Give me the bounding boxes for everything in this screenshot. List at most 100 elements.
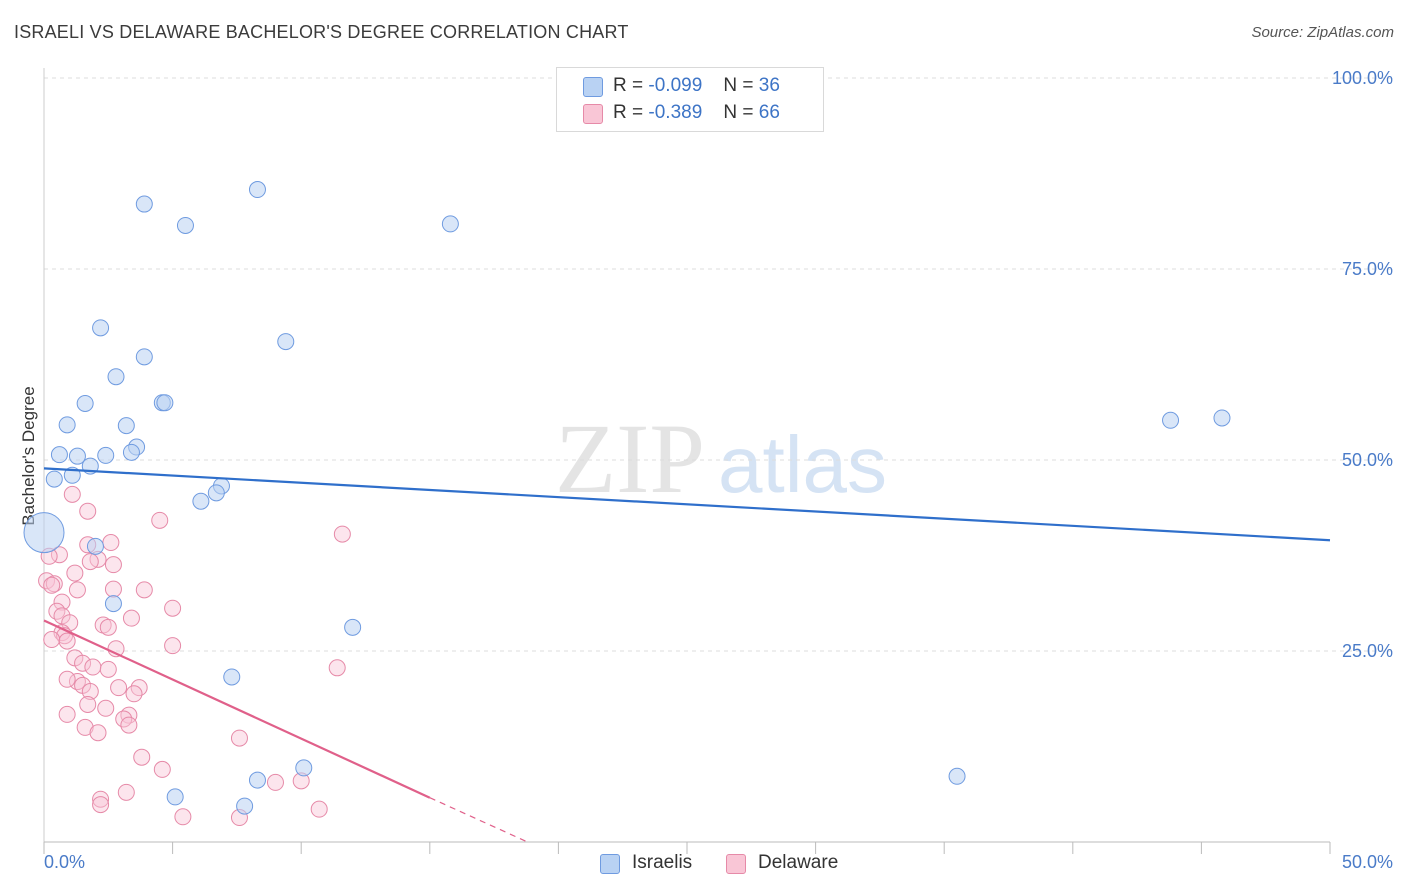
n-label: N =: [723, 75, 754, 96]
israelis-point-35: [236, 797, 254, 815]
delaware-point-50: [76, 718, 94, 736]
stats-legend: R = -0.099 N = 36 R = -0.389 N = 66: [556, 67, 824, 132]
delaware-point-29: [58, 632, 76, 650]
delaware-point-16: [104, 580, 122, 598]
delaware-point-25: [99, 618, 117, 636]
israelis-point-32: [948, 767, 966, 785]
delaware-point-17: [135, 581, 153, 599]
legend-text-delaware: R = -0.389 N = 66: [613, 102, 780, 124]
delaware-point-39: [110, 679, 128, 697]
r-label: R =: [613, 75, 644, 96]
tick-labels: 25.0% 50.0% 75.0% 100.0% 0.0% 50.0%: [44, 68, 1393, 872]
delaware-legend-swatch: [726, 854, 746, 874]
israelis-point-33: [248, 771, 266, 789]
israelis-point-1: [248, 181, 266, 199]
delaware-point-1: [79, 502, 97, 520]
delaware-point-59: [92, 796, 110, 814]
delaware-point-28: [43, 631, 61, 649]
y-tick-label-100: 100.0%: [1332, 68, 1393, 88]
delaware-point-13: [45, 575, 63, 593]
delaware-point-49: [120, 716, 138, 734]
delaware-point-2: [151, 511, 169, 529]
source-label: Source: ZipAtlas.com: [1251, 24, 1394, 41]
delaware-point-42: [81, 682, 99, 700]
delaware-point-58: [92, 790, 110, 808]
delaware-point-34: [84, 658, 102, 676]
israelis-point-25: [192, 492, 210, 510]
delaware-point-3: [333, 525, 351, 543]
delaware-point-45: [97, 699, 115, 717]
delaware-point-18: [53, 593, 71, 611]
n-label: N =: [723, 102, 754, 123]
delaware-trend-line: [43, 619, 431, 799]
delaware-point-33: [74, 654, 92, 672]
n-value-israelis: 36: [758, 75, 780, 96]
israelis-legend-label: Israelis: [632, 852, 693, 873]
israelis-point-16: [50, 446, 68, 464]
axes: [43, 68, 1331, 854]
israelis-point-14: [1213, 409, 1231, 427]
israelis-legend-swatch: [600, 854, 620, 874]
delaware-point-55: [266, 773, 284, 791]
delaware-point-10: [104, 556, 122, 574]
delaware-trend-extension: [429, 797, 528, 843]
delaware-point-11: [66, 564, 84, 582]
delaware-point-60: [310, 800, 328, 818]
delaware-point-57: [117, 783, 135, 801]
delaware-point-20: [48, 602, 66, 620]
watermark-zip: ZIP: [555, 403, 705, 514]
israelis-point-4: [92, 319, 110, 337]
x-tick-label-min: 0.0%: [44, 852, 85, 872]
israelis-point-2: [176, 216, 194, 234]
delaware-point-61: [174, 808, 192, 826]
delaware-swatch: [583, 104, 603, 124]
israelis-trend-line: [43, 467, 1331, 542]
israelis-point-3: [441, 215, 459, 233]
legend-text-israelis: R = -0.099 N = 36: [613, 75, 780, 97]
israelis-point-11: [58, 416, 76, 434]
israelis-point-7: [107, 368, 125, 386]
delaware-points: [38, 485, 351, 827]
israelis-point-19: [122, 443, 140, 461]
delaware-point-9: [81, 553, 99, 571]
gridlines: [44, 77, 1392, 652]
israelis-point-31: [295, 759, 313, 777]
israelis-point-18: [97, 446, 115, 464]
x-tick-label-max: 50.0%: [1342, 852, 1393, 872]
israelis-point-27: [86, 537, 104, 555]
delaware-point-35: [99, 660, 117, 678]
delaware-point-44: [79, 695, 97, 713]
delaware-point-51: [89, 724, 107, 742]
n-value-delaware: 66: [758, 102, 780, 123]
delaware-point-0: [63, 485, 81, 503]
israelis-point-10: [156, 394, 174, 412]
delaware-point-36: [328, 659, 346, 677]
israelis-point-26: [23, 512, 65, 554]
israelis-point-24: [207, 484, 225, 502]
r-value-israelis: -0.099: [648, 75, 703, 96]
israelis-point-28: [104, 595, 122, 613]
delaware-point-14: [43, 576, 61, 594]
israelis-swatch: [583, 77, 603, 97]
r-label: R =: [613, 102, 644, 123]
israelis-point-0: [135, 195, 153, 213]
y-tick-label-75: 75.0%: [1342, 259, 1393, 279]
delaware-point-19: [164, 599, 182, 617]
delaware-point-15: [68, 581, 86, 599]
israelis-point-29: [344, 618, 362, 636]
delaware-point-38: [58, 670, 76, 688]
israelis-points: [23, 181, 1231, 815]
watermark-atlas: atlas: [718, 420, 887, 509]
israelis-point-5: [277, 333, 295, 351]
delaware-legend-label: Delaware: [758, 852, 839, 873]
israelis-point-22: [45, 470, 63, 488]
y-axis-label: Bachelor's Degree: [19, 386, 38, 525]
delaware-point-43: [125, 685, 143, 703]
israelis-point-30: [223, 668, 241, 686]
israelis-point-12: [117, 417, 135, 435]
israelis-point-34: [166, 788, 184, 806]
delaware-point-53: [133, 748, 151, 766]
watermark: ZIP atlas: [555, 403, 887, 514]
r-value-delaware: -0.389: [648, 102, 703, 123]
